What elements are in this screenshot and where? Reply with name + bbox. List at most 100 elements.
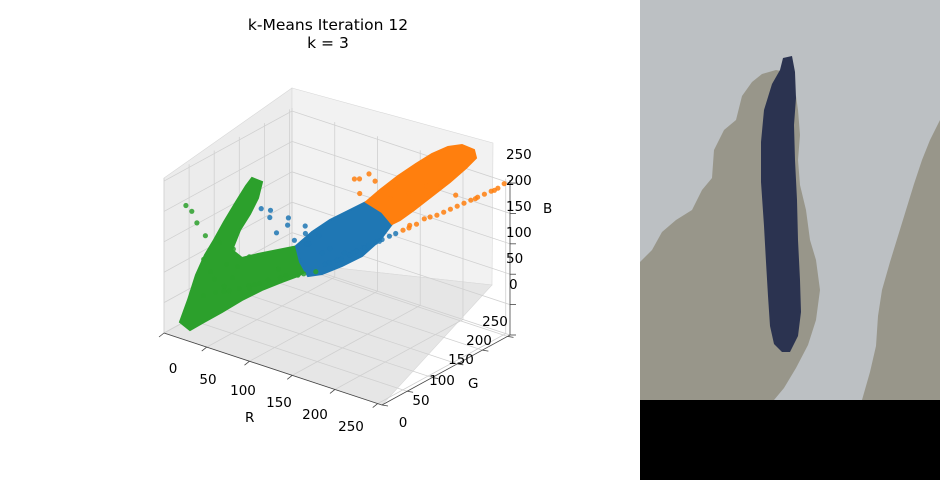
data-point-cluster-2	[387, 196, 393, 202]
grid-line	[163, 171, 511, 245]
data-point-cluster-1	[273, 230, 280, 236]
segmented-image	[640, 0, 940, 480]
data-point-cluster-1	[285, 222, 291, 228]
z-axis-label: B	[543, 201, 552, 217]
data-point-cluster-0	[226, 288, 232, 294]
data-point-cluster-0	[212, 289, 219, 295]
data-point-cluster-1	[267, 214, 273, 221]
grid-line	[249, 136, 378, 362]
x-tick-label: 150	[266, 395, 292, 411]
data-point-cluster-1	[341, 250, 347, 256]
z-tick-label: 250	[506, 147, 532, 163]
y-tick-label: 200	[466, 333, 492, 349]
data-point-cluster-2	[481, 191, 487, 197]
z-tick-label: 200	[506, 173, 532, 189]
data-point-cluster-1	[291, 237, 297, 243]
data-point-cluster-0	[194, 220, 200, 226]
grid-line	[377, 178, 507, 404]
data-point-cluster-0	[251, 282, 257, 288]
z-tick-labels: 0 50 100 150 200 250	[506, 147, 532, 293]
x-axis-line	[163, 332, 383, 406]
cluster-blue-body	[294, 200, 394, 278]
cluster-orange-body	[364, 143, 478, 226]
data-point-cluster-2	[413, 221, 420, 227]
data-point-cluster-0	[265, 277, 271, 283]
data-point-cluster-0	[207, 269, 214, 275]
x-axis-label: R	[245, 410, 254, 426]
data-point-cluster-1	[258, 206, 264, 212]
y-axis-line	[381, 334, 511, 406]
data-point-cluster-2	[406, 190, 412, 197]
data-points	[183, 171, 507, 299]
y-tick-mark	[482, 349, 489, 352]
grid-line	[163, 201, 511, 275]
y-axis-label: G	[468, 376, 478, 392]
data-point-cluster-1	[326, 260, 332, 266]
data-point-cluster-1	[362, 245, 368, 251]
x-tick-mark	[244, 360, 250, 366]
data-point-cluster-0	[221, 288, 227, 294]
data-point-cluster-1	[285, 215, 291, 221]
cluster-green-body	[178, 176, 310, 332]
data-point-cluster-0	[246, 254, 252, 260]
data-point-cluster-2	[366, 171, 372, 177]
grid-line	[206, 122, 336, 348]
axis-lines	[163, 180, 511, 406]
chart-subtitle: k = 3	[307, 34, 349, 52]
data-point-cluster-1	[338, 256, 344, 262]
data-point-cluster-2	[434, 212, 440, 218]
padding-band	[640, 400, 940, 480]
data-point-cluster-2	[356, 176, 363, 182]
data-point-cluster-0	[201, 256, 207, 262]
data-point-cluster-2	[424, 183, 430, 189]
y-tick-mark	[381, 404, 389, 407]
data-point-cluster-1	[302, 223, 308, 229]
y-tick-mark	[507, 335, 514, 338]
data-point-cluster-1	[302, 230, 308, 237]
y-tick-mark	[407, 390, 414, 393]
chart-title-block: k-Means Iteration 12 k = 3	[178, 16, 478, 52]
y-tick-label: 100	[429, 373, 455, 389]
x-tick-mark	[286, 375, 293, 380]
data-point-cluster-1	[327, 246, 333, 252]
x-tick-mark	[201, 346, 207, 352]
chart-title: k-Means Iteration 12	[247, 16, 409, 34]
data-point-cluster-0	[230, 275, 236, 281]
data-point-cluster-0	[257, 281, 263, 287]
data-point-cluster-2	[421, 216, 427, 222]
data-point-cluster-0	[283, 272, 289, 278]
data-point-cluster-0	[236, 285, 242, 291]
data-point-cluster-2	[468, 197, 474, 203]
data-point-cluster-2	[427, 214, 433, 220]
data-point-cluster-0	[247, 285, 253, 291]
x-tick-label: 0	[169, 361, 178, 377]
data-point-cluster-1	[334, 257, 340, 263]
y-tick-label: 150	[448, 352, 474, 368]
y-tick-label: 50	[412, 393, 429, 409]
data-point-cluster-2	[501, 181, 507, 187]
data-point-cluster-0	[295, 272, 301, 278]
x-tick-labels: 0 50 100 150 200 250	[169, 361, 364, 435]
data-point-cluster-0	[275, 266, 281, 272]
segment-dark-region	[761, 56, 801, 352]
y-tick-mark	[457, 363, 464, 366]
data-point-cluster-2	[491, 187, 497, 193]
data-point-cluster-1	[386, 233, 392, 239]
data-point-cluster-2	[447, 206, 453, 212]
x-tick-mark	[329, 389, 336, 394]
x-tick-label: 100	[230, 383, 256, 399]
data-point-cluster-2	[392, 184, 398, 190]
x-tick-mark	[372, 403, 378, 408]
data-point-cluster-0	[200, 293, 207, 299]
data-point-cluster-0	[230, 246, 236, 252]
y-tick-label: 250	[482, 314, 508, 330]
data-point-cluster-0	[212, 276, 218, 282]
y-tick-label: 0	[399, 415, 408, 431]
x-tick-label: 250	[338, 419, 364, 435]
data-point-cluster-0	[223, 261, 230, 267]
data-point-cluster-1	[365, 242, 372, 249]
data-point-cluster-0	[202, 233, 208, 239]
data-point-cluster-2	[453, 192, 459, 198]
scatter-3d-plot: 0 50 100 150 200 250 0 50 100 150 200 25…	[158, 87, 552, 435]
